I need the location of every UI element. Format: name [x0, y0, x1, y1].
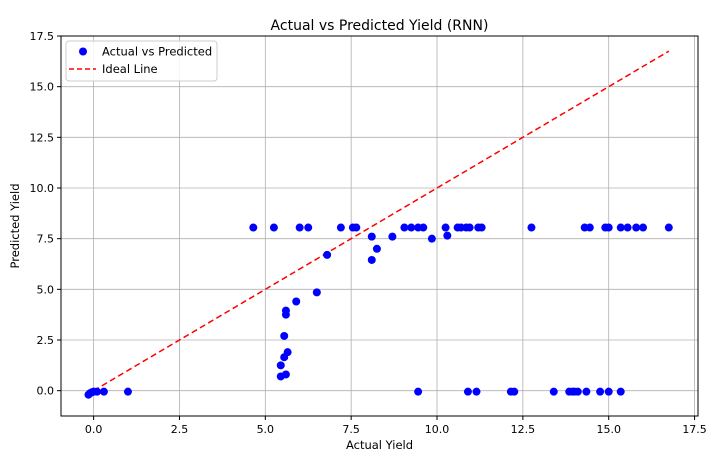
- data-point: [596, 387, 605, 396]
- data-point: [400, 223, 409, 232]
- data-point: [527, 223, 536, 232]
- data-point: [463, 387, 472, 396]
- legend-label-ideal-line: Ideal Line: [102, 62, 158, 76]
- y-tick-label: 5.0: [37, 283, 55, 296]
- y-tick-label: 0.0: [37, 385, 55, 398]
- data-point: [441, 223, 450, 232]
- data-point: [280, 331, 289, 340]
- chart-title: Actual vs Predicted Yield (RNN): [271, 18, 489, 34]
- data-point: [549, 387, 558, 396]
- data-point: [477, 223, 486, 232]
- data-point: [623, 223, 632, 232]
- grid: [61, 35, 698, 416]
- data-point: [304, 223, 313, 232]
- y-tick-label: 12.5: [30, 131, 55, 144]
- data-point: [510, 387, 519, 396]
- data-point: [465, 223, 474, 232]
- data-point: [639, 223, 648, 232]
- x-tick-label: 2.5: [171, 423, 189, 436]
- data-point: [352, 223, 361, 232]
- x-axis-label: Actual Yield: [346, 438, 413, 452]
- y-tick-label: 17.5: [30, 30, 55, 43]
- data-point: [419, 223, 428, 232]
- data-point: [93, 387, 102, 396]
- y-tick-label: 2.5: [37, 334, 55, 347]
- x-tick-label: 10.0: [425, 423, 450, 436]
- data-point: [283, 348, 292, 357]
- data-point: [123, 387, 132, 396]
- data-point: [269, 223, 278, 232]
- legend-marker-scatter: [79, 47, 87, 56]
- ideal-line-layer: [93, 50, 670, 392]
- plot-area-frame: [60, 35, 699, 417]
- data-point: [336, 223, 345, 232]
- data-point: [249, 223, 258, 232]
- y-tick-label: 10.0: [30, 182, 55, 195]
- data-point: [604, 387, 613, 396]
- data-point: [604, 223, 613, 232]
- x-tick-label: 12.5: [511, 423, 536, 436]
- data-point: [388, 232, 397, 241]
- data-point: [616, 223, 625, 232]
- data-point: [443, 231, 452, 240]
- data-point: [582, 387, 591, 396]
- data-point: [573, 387, 582, 396]
- data-point: [664, 223, 673, 232]
- data-point: [276, 361, 285, 370]
- data-point: [616, 387, 625, 396]
- axis-ticks: 0.0 2.5 5.0 7.5 10.0 12.5 15.0 17.5 0.0 2.5 5.0 7.5…: [30, 30, 707, 436]
- data-point: [323, 250, 332, 259]
- legend-label-scatter: Actual vs Predicted: [102, 45, 212, 59]
- y-tick-label: 7.5: [37, 233, 55, 246]
- data-point: [281, 370, 290, 379]
- data-point: [407, 223, 416, 232]
- data-point: [585, 223, 594, 232]
- data-point: [414, 387, 423, 396]
- data-point: [372, 244, 381, 253]
- data-point: [99, 387, 108, 396]
- legend: Actual vs Predicted Ideal Line: [65, 40, 218, 82]
- x-tick-label: 5.0: [257, 423, 275, 436]
- data-point: [281, 310, 290, 319]
- legend-box: [65, 40, 218, 82]
- scatter-points: [84, 223, 673, 399]
- data-point: [312, 288, 321, 297]
- x-tick-label: 17.5: [682, 423, 707, 436]
- data-point: [427, 234, 436, 243]
- y-axis-label: Predicted Yield: [8, 183, 22, 268]
- data-point: [292, 297, 301, 306]
- data-point: [632, 223, 641, 232]
- ideal-line: [93, 50, 670, 392]
- x-tick-label: 7.5: [342, 423, 360, 436]
- data-point: [367, 232, 376, 241]
- x-tick-label: 15.0: [596, 423, 621, 436]
- y-tick-label: 15.0: [30, 81, 55, 94]
- data-point: [472, 387, 481, 396]
- data-point: [367, 255, 376, 264]
- x-tick-label: 0.0: [85, 423, 103, 436]
- data-point: [295, 223, 304, 232]
